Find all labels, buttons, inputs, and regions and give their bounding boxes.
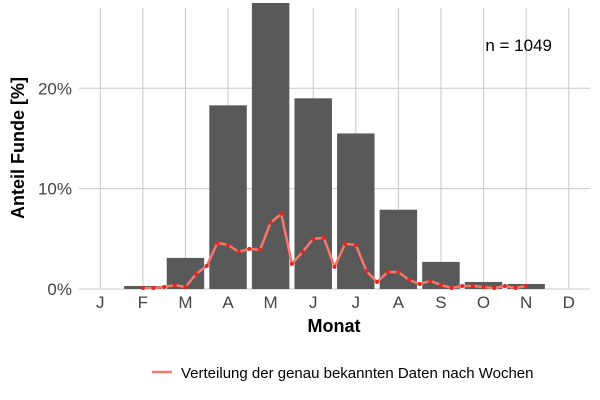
bar [251, 2, 290, 289]
weekly-point [332, 264, 337, 269]
weekly-point [279, 211, 284, 216]
x-tick-label: J [309, 293, 318, 312]
weekly-point [407, 277, 412, 282]
weekly-point [492, 285, 497, 290]
x-tick-label: J [352, 293, 361, 312]
weekly-point [502, 283, 507, 288]
weekly-point [524, 283, 529, 288]
weekly-point [375, 279, 380, 284]
weekly-point [140, 285, 145, 290]
sample-size-annotation: n = 1049 [485, 36, 552, 55]
x-tick-label: A [222, 293, 234, 312]
weekly-line [140, 211, 529, 290]
weekly-point [396, 269, 401, 274]
y-axis-title: Anteil Funde [%] [8, 77, 28, 219]
weekly-point [172, 282, 177, 287]
y-tick-label: 0% [47, 280, 72, 299]
y-tick-labels: 0% 10% 20% [38, 79, 72, 299]
legend-label: Verteilung der genau bekannten Daten nac… [181, 365, 534, 382]
weekly-point [481, 284, 486, 289]
weekly-point [236, 249, 241, 254]
legend: Verteilung der genau bekannten Daten nac… [152, 365, 534, 382]
weekly-point [460, 283, 465, 288]
weekly-point [321, 235, 326, 240]
bar [294, 98, 332, 289]
weekly-point [353, 242, 358, 247]
bars [124, 2, 545, 289]
x-tick-label: D [563, 293, 575, 312]
x-tick-label: M [178, 293, 192, 312]
weekly-point [438, 282, 443, 287]
weekly-point [183, 284, 188, 289]
weekly-point [513, 285, 518, 290]
weekly-point [311, 236, 316, 241]
bar [337, 133, 375, 289]
weekly-point [268, 220, 273, 225]
x-tick-label: F [138, 293, 148, 312]
weekly-point [162, 284, 167, 289]
x-tick-label: N [520, 293, 532, 312]
x-tick-label: O [477, 293, 490, 312]
weekly-point [428, 278, 433, 283]
x-tick-label: S [435, 293, 446, 312]
weekly-point [289, 261, 294, 266]
y-tick-label: 10% [38, 180, 72, 199]
weekly-point [194, 271, 199, 276]
x-tick-label: M [264, 293, 278, 312]
weekly-point [226, 242, 231, 247]
weekly-point [257, 247, 262, 252]
bar [379, 209, 418, 289]
weekly-point [204, 263, 209, 268]
weekly-point [343, 241, 348, 246]
weekly-point [385, 269, 390, 274]
weekly-point [417, 281, 422, 286]
bar [209, 105, 247, 289]
weekly-point [449, 285, 454, 290]
weekly-point [300, 249, 305, 254]
x-axis-title: Monat [308, 316, 361, 336]
weekly-point [364, 268, 369, 273]
x-tick-label: A [393, 293, 405, 312]
weekly-point [215, 240, 220, 245]
weekly-point [247, 246, 252, 251]
y-tick-label: 20% [38, 79, 72, 98]
x-tick-label: J [96, 293, 105, 312]
weekly-point [470, 283, 475, 288]
weekly-point [151, 285, 156, 290]
